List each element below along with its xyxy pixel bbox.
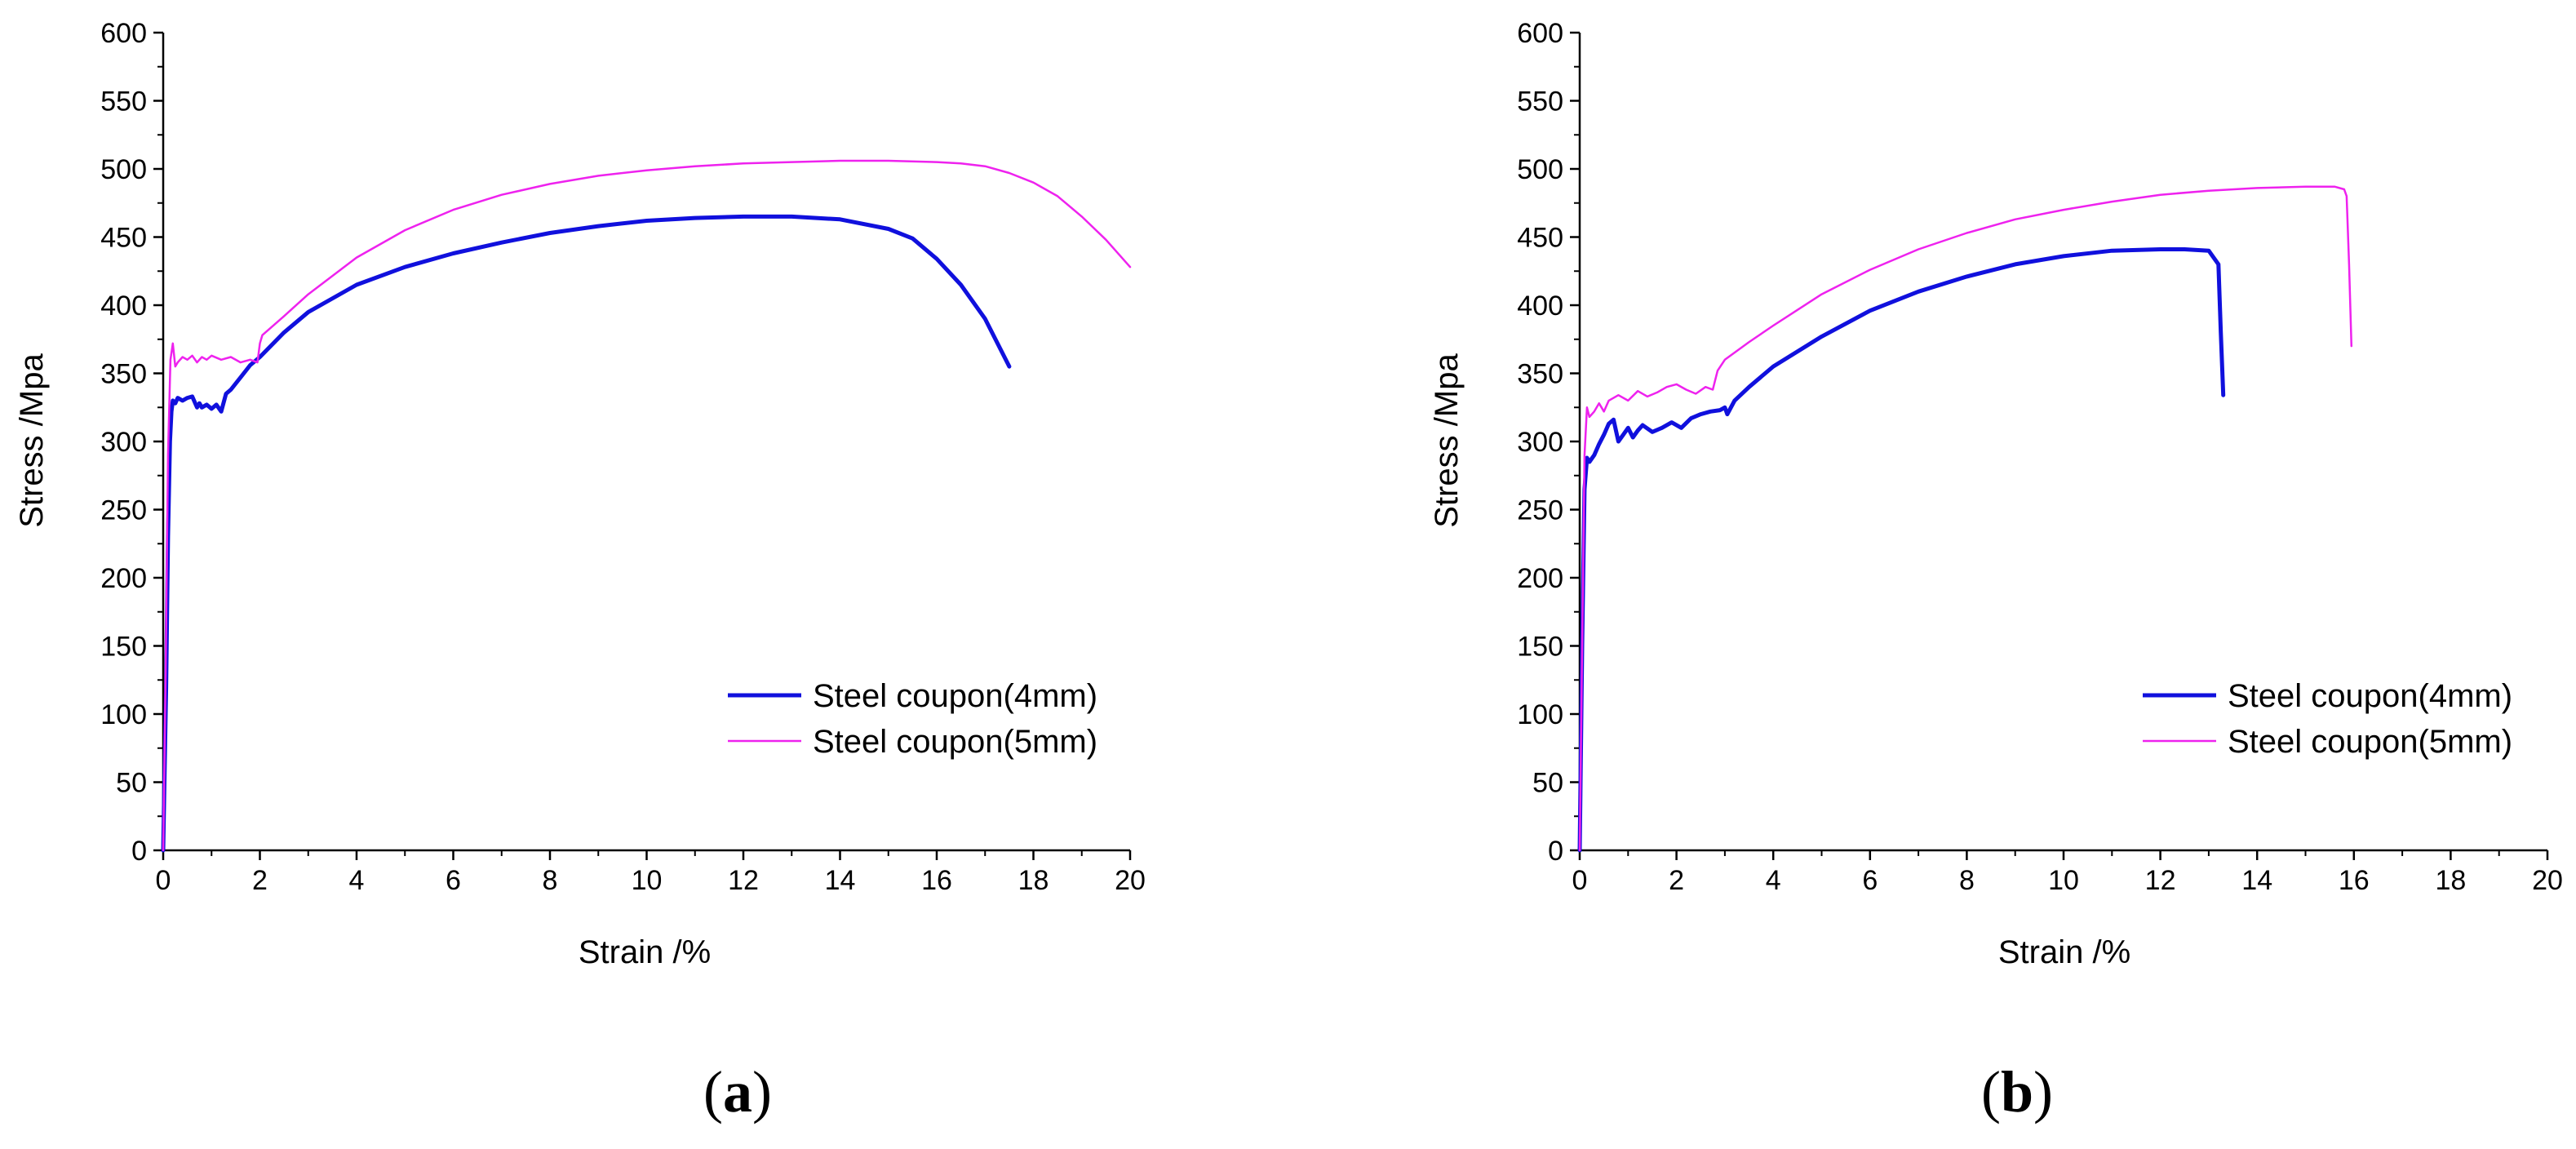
y-tick-label-b-500: 500 (1517, 154, 1563, 185)
series-line-a-1 (162, 159, 1132, 852)
y-tick-label-a-250: 250 (100, 495, 147, 526)
y-tick-label-a-400: 400 (100, 291, 147, 322)
x-tick-label-a-0: 0 (156, 865, 171, 896)
y-tick-label-b-150: 150 (1517, 632, 1563, 663)
y-tick-label-b-0: 0 (1548, 836, 1563, 867)
y-tick-label-a-150: 150 (100, 632, 147, 663)
y-tick-label-b-600: 600 (1517, 18, 1563, 49)
legend-label-b-0: Steel coupon(4mm) (2228, 678, 2512, 714)
y-tick-label-b-300: 300 (1517, 427, 1563, 458)
x-tick-label-b-20: 20 (2532, 865, 2563, 896)
y-tick-label-b-350: 350 (1517, 359, 1563, 390)
x-tick-label-a-2: 2 (252, 865, 268, 896)
legend-b: Steel coupon(4mm) Steel coupon(5mm) (2143, 678, 2512, 760)
x-tick-label-b-12: 12 (2145, 865, 2176, 896)
y-tick-label-a-200: 200 (100, 563, 147, 594)
y-tick-label-a-350: 350 (100, 359, 147, 390)
x-tick-label-b-16: 16 (2339, 865, 2370, 896)
x-tick-label-b-14: 14 (2241, 865, 2272, 896)
axes-b: 0 50 100 150 200 250 300 350 400 450 500 550 600 0 2 4 6… (1517, 18, 2563, 896)
x-tick-label-a-8: 8 (543, 865, 558, 896)
x-tick-label-a-12: 12 (728, 865, 759, 896)
x-tick-label-b-10: 10 (2048, 865, 2079, 896)
series-layer-a (161, 159, 1132, 853)
y-tick-label-a-600: 600 (100, 18, 147, 49)
chart-panel-b: 0 50 100 150 200 250 300 350 400 450 500 550 600 0 2 4 6… (1429, 18, 2563, 1125)
y-tick-label-b-400: 400 (1517, 291, 1563, 322)
series-line-b-0 (1577, 247, 2226, 853)
series-line-a-0 (161, 214, 1012, 853)
y-tick-label-a-450: 450 (100, 223, 147, 254)
y-tick-label-b-200: 200 (1517, 563, 1563, 594)
axes-a: 0 50 100 150 200 250 300 350 400 450 500 550 600 0 2 4 6… (100, 18, 1146, 896)
x-tick-label-b-8: 8 (1959, 865, 1975, 896)
legend-label-a-0: Steel coupon(4mm) (813, 678, 1097, 714)
x-axis-title-b: Strain /% (1998, 934, 2130, 970)
x-tick-label-a-14: 14 (825, 865, 856, 896)
y-tick-label-a-0: 0 (131, 836, 147, 867)
y-tick-label-a-50: 50 (116, 768, 147, 799)
x-tick-label-b-18: 18 (2435, 865, 2466, 896)
panel-label-a: (a) (703, 1059, 772, 1125)
x-tick-label-a-6: 6 (446, 865, 461, 896)
y-axis-title-a: Stress /Mpa (14, 353, 50, 528)
y-tick-label-b-550: 550 (1517, 87, 1563, 118)
x-tick-label-b-6: 6 (1862, 865, 1878, 896)
x-tick-label-b-2: 2 (1669, 865, 1684, 896)
y-tick-label-a-550: 550 (100, 87, 147, 118)
series-line-b-1 (1578, 185, 2353, 852)
y-axis-title-b: Stress /Mpa (1429, 353, 1465, 528)
y-tick-label-b-250: 250 (1517, 495, 1563, 526)
chart-panel-a: 0 50 100 150 200 250 300 350 400 450 500 550 600 0 2 4 6… (14, 18, 1146, 1125)
legend-label-a-1: Steel coupon(5mm) (813, 724, 1097, 760)
y-tick-label-a-300: 300 (100, 427, 147, 458)
y-tick-label-a-500: 500 (100, 154, 147, 185)
y-tick-label-b-100: 100 (1517, 699, 1563, 730)
x-tick-label-a-18: 18 (1018, 865, 1049, 896)
panel-label-b: (b) (1981, 1059, 2053, 1125)
x-tick-label-a-4: 4 (349, 865, 365, 896)
x-tick-label-b-4: 4 (1766, 865, 1781, 896)
x-tick-label-a-16: 16 (921, 865, 952, 896)
x-tick-label-b-0: 0 (1572, 865, 1588, 896)
y-tick-label-b-450: 450 (1517, 223, 1563, 254)
legend-label-b-1: Steel coupon(5mm) (2228, 724, 2512, 760)
y-tick-label-b-50: 50 (1532, 768, 1563, 799)
x-tick-label-a-20: 20 (1115, 865, 1146, 896)
x-tick-label-a-10: 10 (632, 865, 663, 896)
y-tick-label-a-100: 100 (100, 699, 147, 730)
legend-a: Steel coupon(4mm) Steel coupon(5mm) (728, 678, 1097, 760)
series-layer-b (1577, 185, 2353, 853)
x-axis-title-a: Strain /% (579, 934, 711, 970)
